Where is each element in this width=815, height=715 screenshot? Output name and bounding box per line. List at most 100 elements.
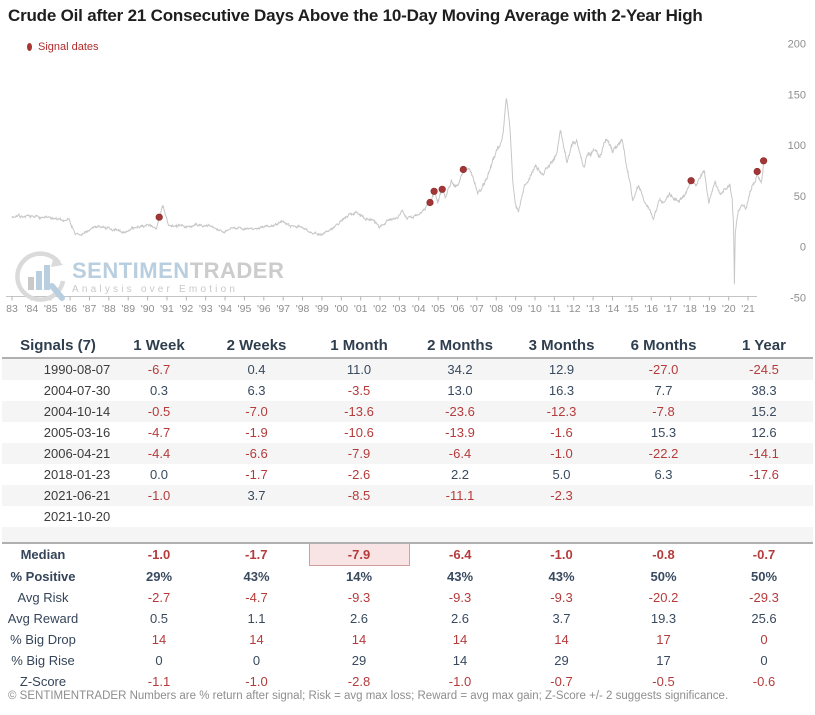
table-cell: 14	[554, 632, 569, 647]
signal-date-cell: 2004-10-14	[2, 401, 114, 422]
table-row: 2021-06-21 -1.0 3.7 -8.5 -11.1 -2.3	[2, 485, 813, 506]
signals-table-body: 1990-08-07 -6.7 0.4 11.0 34.2 12.9 -27.0 -24.5 2…	[2, 358, 813, 692]
x-tick-label: '94	[218, 303, 232, 315]
summary-row-label: % Big Drop	[10, 632, 76, 647]
table-cell	[612, 506, 715, 527]
table-cell: 15.2	[715, 401, 813, 422]
table-cell: -2.6	[347, 467, 371, 482]
signal-dot	[155, 213, 163, 221]
table-cell: -7.8	[612, 401, 715, 422]
table-cell: 14%	[345, 569, 373, 584]
x-tick-label: '13	[586, 303, 600, 315]
signal-dot	[426, 198, 434, 207]
table-cell: 43%	[548, 568, 575, 584]
x-tick-label: '03	[393, 303, 407, 315]
summary-row: % Big Rise 0 0 29 14 29 17 0	[2, 650, 813, 671]
summary-row: Median -1.0 -1.7 -7.9 -6.4 -1.0 -0.8 -0.7	[2, 542, 813, 566]
table-cell: 3.7	[552, 611, 571, 626]
footnote: © SENTIMENTRADER Numbers are % return af…	[8, 690, 729, 702]
signal-dot	[430, 187, 438, 195]
x-tick-label: '15	[625, 303, 639, 315]
x-tick-label: '19	[702, 303, 716, 315]
signal-date-cell: 2004-07-30	[43, 383, 111, 398]
table-cell: -0.5	[114, 401, 204, 422]
table-row: 1990-08-07 -6.7 0.4 11.0 34.2 12.9 -27.0 -24.5	[2, 358, 813, 380]
table-cell: 1.1	[247, 611, 266, 626]
table-cell	[715, 485, 813, 506]
table-cell: -0.7	[550, 674, 573, 689]
table-cell: 0	[155, 653, 163, 668]
x-tick-label: 83	[6, 303, 18, 315]
table-cell: -13.9	[445, 425, 475, 440]
table-cell: -2.7	[147, 590, 171, 605]
table-cell: 12.9	[511, 358, 612, 380]
table-cell: -1.0	[511, 443, 612, 464]
table-cell: -22.2	[612, 443, 715, 464]
table-cell: -3.5	[347, 383, 371, 398]
column-header: 2 Months	[409, 334, 511, 359]
y-tick-label: 150	[788, 89, 806, 101]
table-cell: 50%	[750, 568, 778, 584]
table-row: 2018-01-23 0.0 -1.7 -2.6 2.2 5.0 6.3 -17.6	[2, 464, 813, 485]
table-cell	[114, 506, 204, 527]
signal-date-cell: 1990-08-07	[2, 358, 114, 380]
table-cell: 34.2	[409, 358, 511, 380]
table-cell: 0.3	[149, 383, 169, 398]
x-tick-label: '96	[257, 303, 271, 315]
x-tick-label: '10	[528, 303, 542, 315]
table-cell: 43%	[243, 568, 270, 584]
x-tick-label: '95	[238, 303, 252, 315]
chart-legend: Signal dates	[27, 41, 99, 53]
table-cell: 6.3	[247, 383, 266, 398]
x-tick-label: '02	[373, 303, 387, 315]
signal-date-cell: 2005-03-16	[43, 425, 111, 440]
table-cell: -8.5	[309, 485, 409, 506]
table-cell: -1.0	[114, 542, 204, 566]
table-cell: 5.0	[552, 467, 571, 482]
price-line	[11, 98, 765, 285]
summary-row-label: % Big Rise	[11, 653, 75, 668]
spacer-row	[2, 527, 813, 543]
table-cell: -4.7	[245, 590, 268, 605]
summary-row-label: % Positive	[10, 568, 76, 584]
table-cell: -1.7	[245, 467, 268, 482]
x-tick-label: '85	[44, 303, 58, 315]
x-tick-label: '17	[664, 303, 678, 315]
highlighted-median-cell: -7.9	[308, 542, 410, 566]
signals-table: Signals (7) 1 Week 2 Weeks 1 Month 2 Months 3…	[2, 334, 813, 692]
table-cell: -0.8	[612, 542, 715, 566]
table-cell: -0.7	[715, 542, 813, 566]
summary-row: Avg Risk -2.7 -4.7 -9.3 -9.3 -9.3 -20.2 -29.3	[2, 587, 813, 608]
table-cell: -11.1	[409, 485, 511, 506]
table-cell	[204, 506, 309, 527]
chart-title: Crude Oil after 21 Consecutive Days Abov…	[8, 6, 703, 25]
table-cell: 3.7	[204, 485, 309, 506]
signal-dot	[687, 177, 695, 185]
table-cell: -24.5	[715, 358, 813, 380]
table-cell: 0.0	[149, 467, 169, 482]
x-tick-label: '90	[141, 303, 155, 315]
column-header: 1 Month	[309, 334, 409, 359]
table-cell: -0.5	[652, 674, 675, 689]
table-cell: -7.0	[204, 401, 309, 422]
x-tick-label: '88	[102, 303, 116, 315]
x-tick-label: '93	[199, 303, 213, 315]
table-cell: -2.8	[347, 674, 371, 689]
signal-dot	[759, 157, 768, 165]
column-header: 6 Months	[612, 334, 715, 359]
table-row: 2006-04-21 -4.4 -6.6 -7.9 -6.4 -1.0 -22.2 -14.1	[2, 443, 813, 464]
table-cell: 12.6	[751, 425, 777, 440]
table-cell: -10.6	[344, 425, 374, 440]
x-tick-label: '97	[276, 303, 290, 315]
table-cell: -27.0	[612, 358, 715, 380]
x-tick-label: '09	[509, 303, 523, 315]
table-cell: 14	[351, 632, 367, 647]
column-header: 1 Week	[114, 334, 204, 359]
table-row: 2021-10-20	[2, 506, 813, 527]
price-chart: 200 150 100 50 0 -50 83 '84 '85 '86 '87 '88 '89 '90 '9…	[6, 39, 806, 315]
table-cell: -1.0	[114, 485, 204, 506]
table-header-row: Signals (7) 1 Week 2 Weeks 1 Month 2 Months 3…	[2, 334, 813, 359]
table-cell: -6.4	[409, 443, 511, 464]
signals-table-header: Signals (7) 1 Week 2 Weeks 1 Month 2 Months 3…	[2, 334, 813, 359]
table-cell: -1.0	[511, 542, 612, 566]
